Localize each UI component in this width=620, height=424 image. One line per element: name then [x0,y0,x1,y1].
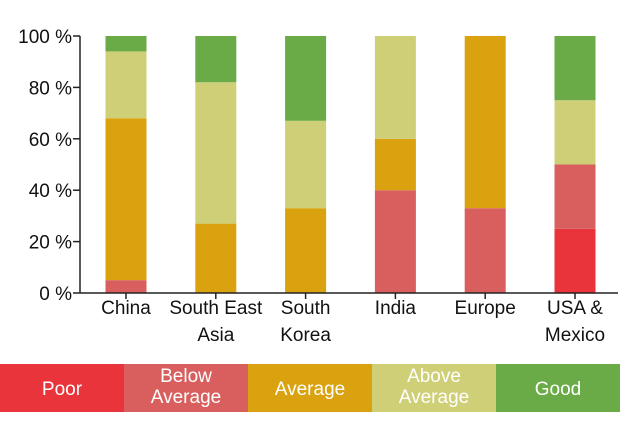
legend-label: Good [535,379,581,400]
x-tick-label: South East Asia [169,298,263,346]
bar-segment [374,138,416,191]
bar-segment [195,36,237,83]
bar-segment [464,208,506,293]
legend-swatch [124,364,249,412]
x-axis: China South East Asia South Korea India Europe… [80,292,618,346]
legend-label: Poor [42,379,83,400]
bar-segment [554,164,596,229]
bars [105,36,596,293]
bar-segment [285,36,327,121]
x-tick-label: China [101,298,151,319]
bar-segment [374,190,416,293]
x-tick-label: South Korea [280,298,331,346]
bar-segment [464,36,506,209]
legend-swatch [372,364,497,412]
bar-segment [374,36,416,139]
legend: Poor Below Average Average Above Average Good [0,364,620,412]
y-tick-label: 80 % [29,78,72,99]
y-tick-label: 20 % [29,233,72,254]
y-tick-label: 40 % [29,181,72,202]
bar-segment [105,36,147,52]
legend-label: Average [275,379,345,400]
legend-swatch [0,364,125,412]
legend-label: Above Average [399,366,469,408]
legend-label: Below Average [151,366,221,408]
legend-swatch [496,364,620,412]
bar-segment [285,208,327,293]
bar-segment [105,51,147,119]
bar-segment [554,228,596,293]
x-tick-label: Europe [455,298,516,319]
y-tick-label: 100 % [18,27,72,48]
y-tick-label: 0 % [39,284,72,305]
y-axis: 0 % 20 % 40 % 60 % 80 % 100 % [18,27,81,305]
y-tick-label: 60 % [29,130,72,151]
legend-swatch [248,364,373,412]
bar-segment [195,223,237,293]
bar-segment [195,82,237,224]
bar-segment [554,36,596,101]
bar-segment [554,100,596,165]
bar-segment [105,280,147,293]
x-tick-label: USA & Mexico [545,298,605,346]
bar-segment [105,118,147,281]
x-tick-label: India [375,298,417,319]
bar-segment [285,120,327,209]
